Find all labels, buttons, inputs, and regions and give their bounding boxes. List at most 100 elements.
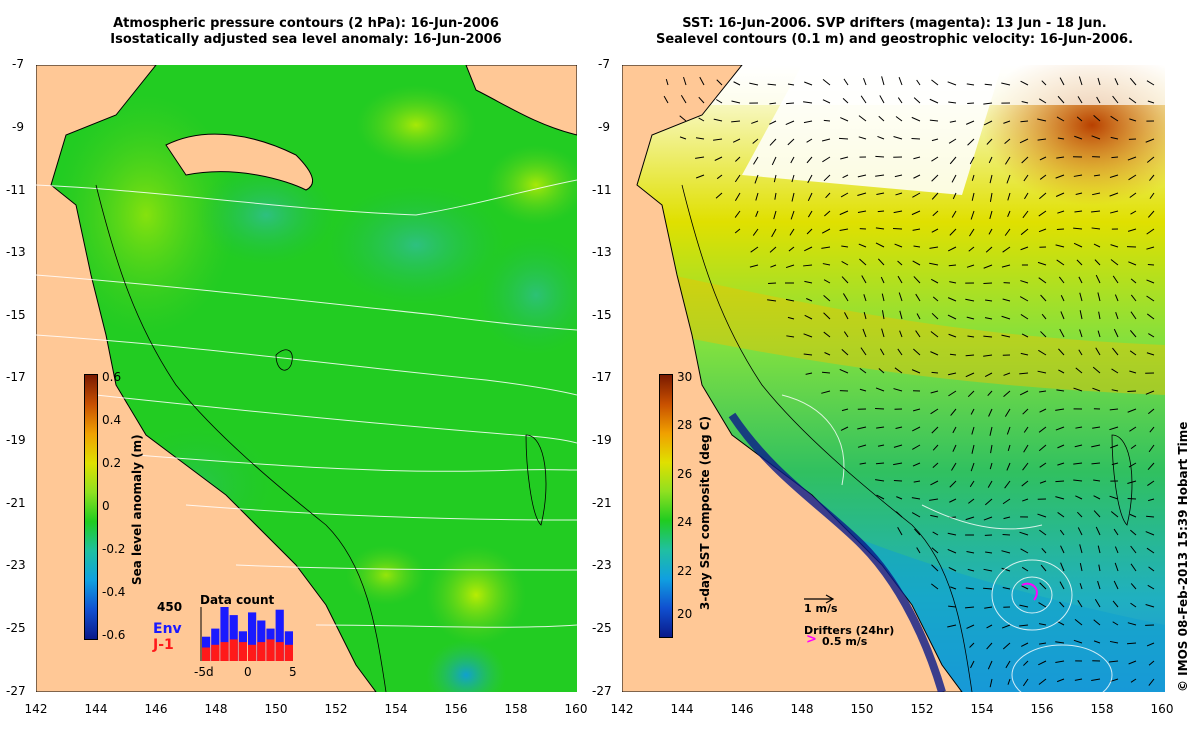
right-ytick: -25 <box>592 621 612 635</box>
velocity-arrow <box>841 276 849 284</box>
velocity-arrow <box>899 330 903 338</box>
velocity-arrow <box>1109 660 1119 663</box>
velocity-arrow <box>916 547 921 554</box>
left-cbar-tick: 0.4 <box>102 413 122 427</box>
velocity-arrow <box>1074 619 1083 626</box>
velocity-arrow <box>1040 294 1047 302</box>
velocity-arrow <box>965 298 975 302</box>
velocity-arrow <box>911 116 921 122</box>
velocity-arrow <box>803 333 813 338</box>
velocity-arrow <box>1020 548 1029 554</box>
velocity-arrow <box>1041 313 1047 320</box>
velocity-arrow <box>1077 600 1083 608</box>
left-xtick: 144 <box>84 702 108 716</box>
velocity-arrow <box>823 312 831 320</box>
velocity-arrow <box>1022 408 1029 415</box>
velocity-arrow <box>1093 640 1101 644</box>
velocity-arrow <box>1006 462 1011 471</box>
velocity-arrow <box>823 279 831 284</box>
velocity-arrow <box>807 174 813 184</box>
velocity-arrow <box>807 192 813 202</box>
velocity-arrow <box>1079 329 1083 338</box>
right-cbar-tick: 26 <box>677 467 693 481</box>
velocity-arrow <box>983 354 993 357</box>
velocity-arrow <box>896 496 903 500</box>
velocity-arrow <box>947 314 957 320</box>
right-map <box>622 65 1165 692</box>
velocity-arrow <box>877 210 885 213</box>
velocity-arrow <box>1129 330 1137 338</box>
velocity-arrow <box>843 78 849 86</box>
right-xtick: 146 <box>730 702 754 716</box>
velocity-arrow <box>931 79 939 86</box>
velocity-arrow <box>1146 515 1155 518</box>
velocity-arrow <box>1038 349 1047 356</box>
velocity-arrow <box>913 156 921 160</box>
velocity-arrow <box>952 426 957 434</box>
velocity-arrow <box>930 390 939 394</box>
velocity-arrow <box>952 192 957 200</box>
right-xtick: 150 <box>850 702 874 716</box>
left-ytick: -13 <box>6 245 26 259</box>
velocity-arrow <box>840 192 849 198</box>
copyright-text: © IMOS 08-Feb-2013 15:39 Hobart Time <box>1176 421 1190 692</box>
velocity-arrow <box>749 264 759 268</box>
velocity-arrow <box>1040 331 1047 338</box>
velocity-arrow <box>875 174 885 177</box>
velocity-arrow <box>881 76 885 86</box>
velocity-arrow <box>1114 294 1119 302</box>
velocity-arrow <box>1001 82 1011 86</box>
velocity-arrow <box>1146 246 1155 250</box>
hist-j1-bar <box>275 642 284 661</box>
velocity-arrow <box>754 174 759 184</box>
velocity-arrow <box>966 264 975 268</box>
velocity-arrow <box>915 293 921 302</box>
velocity-arrow <box>912 192 921 198</box>
velocity-arrow <box>984 606 993 609</box>
right-title-line1: SST: 16-Jun-2006. SVP drifters (magenta)… <box>682 16 1107 31</box>
velocity-arrow <box>949 498 957 503</box>
velocity-arrow <box>1019 624 1029 627</box>
velocity-arrow <box>1145 390 1155 395</box>
velocity-arrow <box>1094 259 1101 266</box>
velocity-arrow <box>1146 228 1155 235</box>
velocity-arrow <box>1111 368 1119 374</box>
velocity-arrow <box>821 138 831 142</box>
velocity-arrow <box>1021 156 1029 164</box>
velocity-arrow <box>807 210 813 218</box>
velocity-arrow <box>1079 310 1083 320</box>
velocity-arrow <box>1095 274 1101 284</box>
velocity-arrow <box>951 210 957 218</box>
velocity-arrow <box>1093 114 1101 122</box>
velocity-arrow <box>822 263 831 266</box>
hist-j1-bar <box>211 644 220 661</box>
left-cbar-tick: 0 <box>102 499 110 513</box>
velocity-arrow <box>1110 259 1119 266</box>
velocity-arrow <box>1038 277 1047 284</box>
velocity-arrow <box>683 76 687 86</box>
velocity-arrow <box>857 174 867 178</box>
velocity-arrow <box>931 312 939 320</box>
velocity-arrow <box>755 210 759 217</box>
velocity-arrow <box>1147 100 1155 104</box>
velocity-arrow <box>932 462 939 468</box>
velocity-arrow <box>1091 462 1101 465</box>
hist-env-bar <box>248 612 257 661</box>
velocity-arrow <box>1021 100 1029 104</box>
velocity-arrow <box>749 82 759 86</box>
left-title-line1: Atmospheric pressure contours (2 hPa): 1… <box>113 16 499 31</box>
velocity-arrow <box>1019 296 1029 302</box>
velocity-arrow <box>773 210 777 220</box>
velocity-arrow <box>1114 78 1119 86</box>
velocity-arrow <box>932 210 939 217</box>
velocity-arrow <box>971 426 975 435</box>
velocity-arrow <box>1092 366 1101 374</box>
velocity-arrow <box>878 115 885 122</box>
data-count-max: 450 <box>157 600 183 614</box>
velocity-arrow <box>1060 295 1065 302</box>
velocity-arrow <box>1146 313 1155 320</box>
velocity-arrow <box>894 367 903 374</box>
velocity-arrow <box>843 331 849 338</box>
velocity-arrow <box>929 98 939 104</box>
velocity-arrow <box>1097 545 1101 554</box>
